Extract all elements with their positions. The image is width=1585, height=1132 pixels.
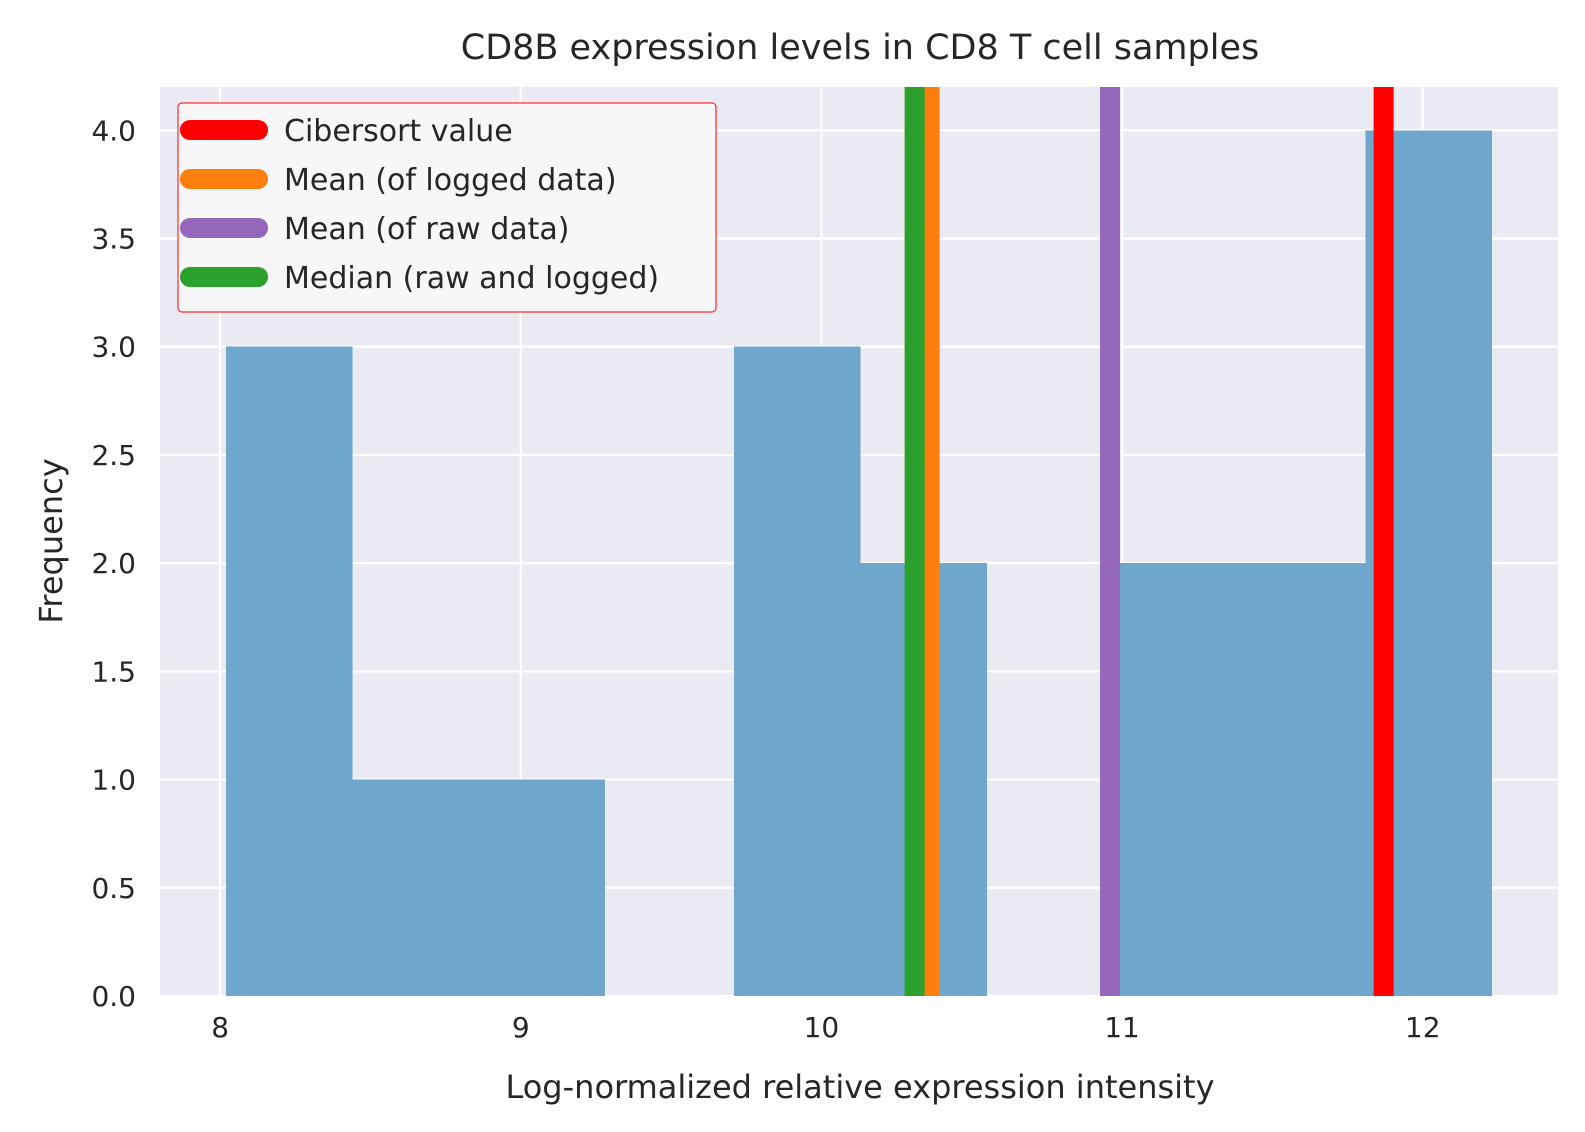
y-tick-label: 4.0 [91,114,136,147]
y-tick-label: 2.5 [91,439,136,472]
y-axis-label: Frequency [32,458,70,623]
x-tick-label: 11 [1104,1011,1140,1044]
legend-label: Mean (of logged data) [284,163,617,198]
x-axis-label: Log-normalized relative expression inten… [505,1068,1214,1106]
legend: Cibersort value Mean (of logged data) Mean… [177,102,717,313]
y-tick-label: 1.5 [91,655,136,688]
histogram-bar [226,346,353,996]
x-tick-label: 8 [211,1011,229,1044]
legend-label: Cibersort value [284,114,513,149]
histogram-bar [1113,563,1240,996]
legend-label: Median (raw and logged) [284,261,659,296]
histogram-bar [478,779,605,996]
y-tick-label: 3.0 [91,331,136,364]
y-tick-label: 3.5 [91,223,136,256]
x-tick-label: 12 [1405,1011,1441,1044]
histogram-bar [352,779,479,996]
x-tick-label: 10 [804,1011,840,1044]
x-tick-labels: 8 9 10 11 12 [211,1011,1440,1044]
x-tick-label: 9 [512,1011,530,1044]
reference-lines [904,87,1394,996]
histogram-bar [734,346,861,996]
y-tick-label: 0.5 [91,872,136,905]
legend-box [177,102,717,313]
chart-title: CD8B expression levels in CD8 T cell sam… [461,28,1259,68]
y-tick-label: 1.0 [91,764,136,797]
legend-label: Mean (of raw data) [284,212,570,247]
y-tick-label: 0.0 [91,980,136,1013]
y-tick-labels: 0.0 0.5 1.0 1.5 2.0 2.5 3.0 3.5 4.0 [91,114,136,1013]
histogram-bar [1239,563,1366,996]
y-tick-label: 2.0 [91,547,136,580]
